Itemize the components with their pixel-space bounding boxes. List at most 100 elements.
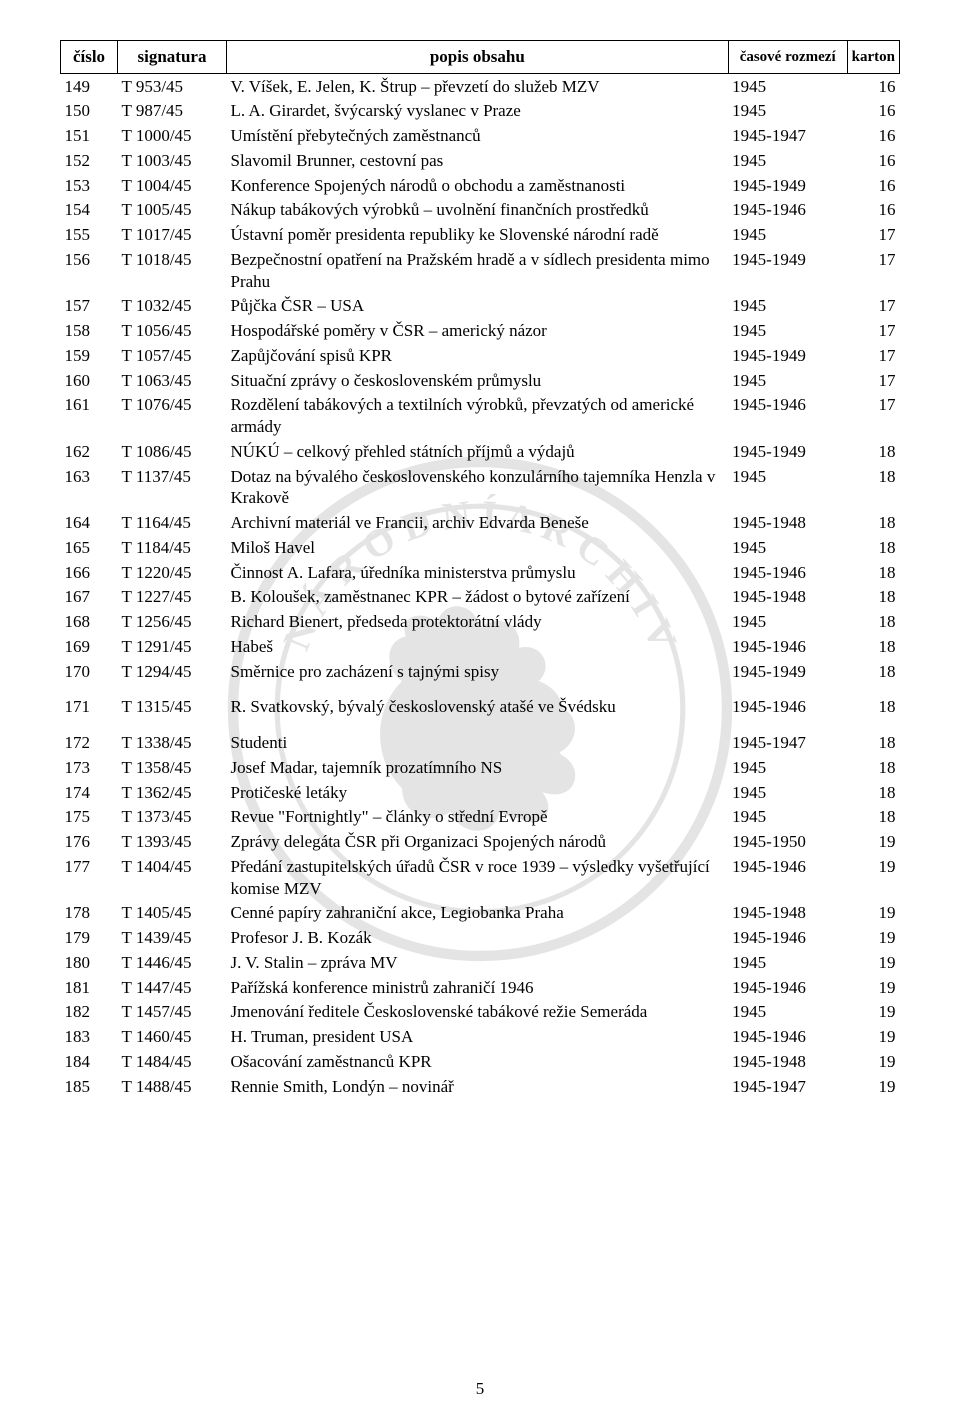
cell-number: 164 bbox=[61, 511, 118, 536]
document-page: N Á R O D N Í A R C H I V číslo signatur… bbox=[0, 0, 960, 1417]
table-header: číslo signatura popis obsahu časové rozm… bbox=[61, 41, 900, 74]
cell-description: Konference Spojených národů o obchodu a … bbox=[227, 173, 729, 198]
cell-description: Situační zprávy o československém průmys… bbox=[227, 368, 729, 393]
cell-description: Umístění přebytečných zaměstnanců bbox=[227, 124, 729, 149]
cell-description: Předání zastupitelských úřadů ČSR v roce… bbox=[227, 854, 729, 901]
cell-karton: 19 bbox=[847, 1049, 899, 1074]
table-row: 155T 1017/45Ústavní poměr presidenta rep… bbox=[61, 223, 900, 248]
spacer-row bbox=[61, 720, 900, 731]
cell-description: NÚKÚ – celkový přehled státních příjmů a… bbox=[227, 439, 729, 464]
table-row: 149T 953/45V. Víšek, E. Jelen, K. Štrup … bbox=[61, 74, 900, 99]
cell-number: 160 bbox=[61, 368, 118, 393]
cell-description: Archivní materiál ve Francii, archiv Edv… bbox=[227, 511, 729, 536]
cell-signature: T 1294/45 bbox=[118, 659, 227, 684]
cell-description: Dotaz na bývalého československého konzu… bbox=[227, 464, 729, 511]
cell-description: Revue "Fortnightly" – články o střední E… bbox=[227, 805, 729, 830]
cell-description: Miloš Havel bbox=[227, 535, 729, 560]
cell-date-range: 1945 bbox=[728, 780, 847, 805]
cell-karton: 18 bbox=[847, 535, 899, 560]
cell-description: Profesor J. B. Kozák bbox=[227, 926, 729, 951]
cell-date-range: 1945-1948 bbox=[728, 901, 847, 926]
cell-date-range: 1945-1947 bbox=[728, 124, 847, 149]
cell-signature: T 1315/45 bbox=[118, 695, 227, 720]
cell-description: B. Koloušek, zaměstnanec KPR – žádost o … bbox=[227, 585, 729, 610]
cell-karton: 18 bbox=[847, 659, 899, 684]
cell-signature: T 987/45 bbox=[118, 99, 227, 124]
cell-date-range: 1945-1946 bbox=[728, 975, 847, 1000]
table-row: 164T 1164/45Archivní materiál ve Francii… bbox=[61, 511, 900, 536]
cell-signature: T 1393/45 bbox=[118, 830, 227, 855]
cell-signature: T 1056/45 bbox=[118, 319, 227, 344]
cell-signature: T 1227/45 bbox=[118, 585, 227, 610]
table-row: 168T 1256/45Richard Bienert, předseda pr… bbox=[61, 610, 900, 635]
table-row: 151T 1000/45Umístění přebytečných zaměst… bbox=[61, 124, 900, 149]
spacer-row bbox=[61, 684, 900, 695]
table-row: 175T 1373/45Revue "Fortnightly" – články… bbox=[61, 805, 900, 830]
table-row: 174T 1362/45Protičeské letáky194518 bbox=[61, 780, 900, 805]
cell-date-range: 1945 bbox=[728, 1000, 847, 1025]
cell-description: Richard Bienert, předseda protektorátní … bbox=[227, 610, 729, 635]
table-body: 149T 953/45V. Víšek, E. Jelen, K. Štrup … bbox=[61, 74, 900, 1099]
cell-number: 159 bbox=[61, 343, 118, 368]
cell-signature: T 1184/45 bbox=[118, 535, 227, 560]
cell-date-range: 1945-1948 bbox=[728, 585, 847, 610]
cell-description: Jmenování ředitele Československé tabáko… bbox=[227, 1000, 729, 1025]
cell-number: 157 bbox=[61, 294, 118, 319]
cell-number: 149 bbox=[61, 74, 118, 99]
cell-number: 150 bbox=[61, 99, 118, 124]
cell-description: Slavomil Brunner, cestovní pas bbox=[227, 148, 729, 173]
cell-date-range: 1945-1949 bbox=[728, 343, 847, 368]
table-row: 153T 1004/45Konference Spojených národů … bbox=[61, 173, 900, 198]
cell-description: J. V. Stalin – zpráva MV bbox=[227, 950, 729, 975]
cell-signature: T 1484/45 bbox=[118, 1049, 227, 1074]
cell-number: 154 bbox=[61, 198, 118, 223]
cell-description: L. A. Girardet, švýcarský vyslanec v Pra… bbox=[227, 99, 729, 124]
cell-date-range: 1945 bbox=[728, 74, 847, 99]
cell-karton: 17 bbox=[847, 319, 899, 344]
cell-signature: T 1338/45 bbox=[118, 731, 227, 756]
table-row: 154T 1005/45Nákup tabákových výrobků – u… bbox=[61, 198, 900, 223]
cell-signature: T 1358/45 bbox=[118, 755, 227, 780]
cell-karton: 16 bbox=[847, 99, 899, 124]
table-row: 163T 1137/45Dotaz na bývalého českoslove… bbox=[61, 464, 900, 511]
cell-date-range: 1945 bbox=[728, 223, 847, 248]
cell-karton: 17 bbox=[847, 247, 899, 294]
cell-description: Zapůjčování spisů KPR bbox=[227, 343, 729, 368]
table-row: 179T 1439/45Profesor J. B. Kozák1945-194… bbox=[61, 926, 900, 951]
cell-number: 152 bbox=[61, 148, 118, 173]
cell-karton: 18 bbox=[847, 755, 899, 780]
table-row: 156T 1018/45Bezpečnostní opatření na Pra… bbox=[61, 247, 900, 294]
cell-description: Studenti bbox=[227, 731, 729, 756]
cell-description: Hospodářské poměry v ČSR – americký názo… bbox=[227, 319, 729, 344]
table-row: 160T 1063/45Situační zprávy o českoslove… bbox=[61, 368, 900, 393]
page-number: 5 bbox=[0, 1379, 960, 1399]
cell-karton: 16 bbox=[847, 173, 899, 198]
cell-number: 158 bbox=[61, 319, 118, 344]
table-row: 159T 1057/45Zapůjčování spisů KPR1945-19… bbox=[61, 343, 900, 368]
table-row: 172T 1338/45Studenti1945-194718 bbox=[61, 731, 900, 756]
cell-karton: 19 bbox=[847, 950, 899, 975]
cell-signature: T 1457/45 bbox=[118, 1000, 227, 1025]
cell-karton: 18 bbox=[847, 439, 899, 464]
cell-date-range: 1945-1948 bbox=[728, 511, 847, 536]
cell-number: 165 bbox=[61, 535, 118, 560]
cell-signature: T 1003/45 bbox=[118, 148, 227, 173]
cell-date-range: 1945-1946 bbox=[728, 634, 847, 659]
table-row: 158T 1056/45Hospodářské poměry v ČSR – a… bbox=[61, 319, 900, 344]
cell-date-range: 1945 bbox=[728, 535, 847, 560]
cell-description: Josef Madar, tajemník prozatímního NS bbox=[227, 755, 729, 780]
table-row: 180T 1446/45J. V. Stalin – zpráva MV1945… bbox=[61, 950, 900, 975]
cell-karton: 18 bbox=[847, 560, 899, 585]
cell-signature: T 1164/45 bbox=[118, 511, 227, 536]
cell-signature: T 1488/45 bbox=[118, 1074, 227, 1099]
cell-karton: 17 bbox=[847, 294, 899, 319]
cell-signature: T 1256/45 bbox=[118, 610, 227, 635]
cell-signature: T 953/45 bbox=[118, 74, 227, 99]
cell-number: 155 bbox=[61, 223, 118, 248]
cell-date-range: 1945 bbox=[728, 610, 847, 635]
table-row: 182T 1457/45Jmenování ředitele Českoslov… bbox=[61, 1000, 900, 1025]
cell-number: 167 bbox=[61, 585, 118, 610]
table-row: 183T 1460/45H. Truman, president USA1945… bbox=[61, 1025, 900, 1050]
cell-number: 182 bbox=[61, 1000, 118, 1025]
cell-karton: 19 bbox=[847, 1000, 899, 1025]
